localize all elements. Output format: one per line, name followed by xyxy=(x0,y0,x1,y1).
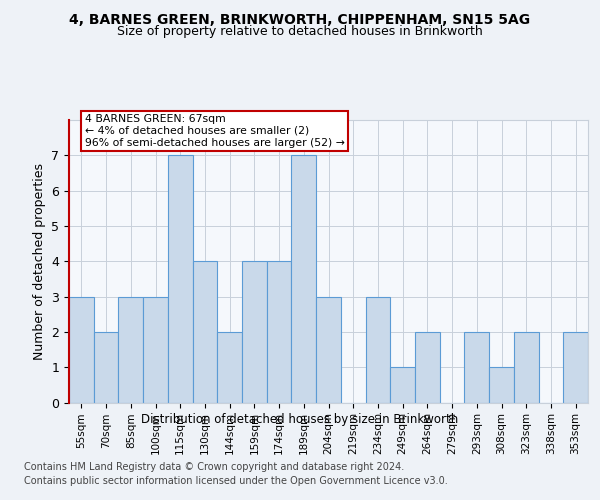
Bar xyxy=(563,332,588,402)
Bar xyxy=(193,261,217,402)
Bar xyxy=(118,296,143,403)
Bar xyxy=(267,261,292,402)
Bar xyxy=(390,367,415,402)
Text: Distribution of detached houses by size in Brinkworth: Distribution of detached houses by size … xyxy=(142,412,458,426)
Bar xyxy=(464,332,489,402)
Bar xyxy=(316,296,341,403)
Bar xyxy=(365,296,390,403)
Y-axis label: Number of detached properties: Number of detached properties xyxy=(33,163,46,360)
Text: Contains public sector information licensed under the Open Government Licence v3: Contains public sector information licen… xyxy=(24,476,448,486)
Bar xyxy=(415,332,440,402)
Text: Size of property relative to detached houses in Brinkworth: Size of property relative to detached ho… xyxy=(117,25,483,38)
Bar xyxy=(242,261,267,402)
Bar xyxy=(143,296,168,403)
Bar xyxy=(94,332,118,402)
Bar xyxy=(217,332,242,402)
Bar xyxy=(168,156,193,402)
Text: 4 BARNES GREEN: 67sqm
← 4% of detached houses are smaller (2)
96% of semi-detach: 4 BARNES GREEN: 67sqm ← 4% of detached h… xyxy=(85,114,344,148)
Bar xyxy=(292,156,316,402)
Text: 4, BARNES GREEN, BRINKWORTH, CHIPPENHAM, SN15 5AG: 4, BARNES GREEN, BRINKWORTH, CHIPPENHAM,… xyxy=(70,12,530,26)
Bar xyxy=(489,367,514,402)
Bar xyxy=(514,332,539,402)
Text: Contains HM Land Registry data © Crown copyright and database right 2024.: Contains HM Land Registry data © Crown c… xyxy=(24,462,404,472)
Bar xyxy=(69,296,94,403)
